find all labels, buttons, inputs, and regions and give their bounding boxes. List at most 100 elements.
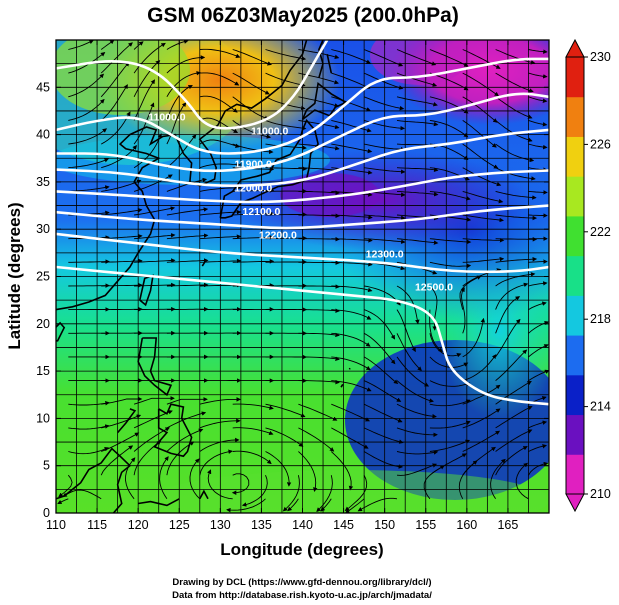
streamline xyxy=(101,282,143,288)
y-tick-label: 5 xyxy=(43,459,50,473)
streamline xyxy=(396,403,437,419)
streamline xyxy=(298,451,318,492)
streamline xyxy=(396,450,439,455)
streamline xyxy=(331,332,371,347)
y-axis-label: Latitude (degrees) xyxy=(5,202,24,349)
credit-data: Data from http://database.rish.kyoto-u.a… xyxy=(172,590,432,601)
streamline xyxy=(199,162,241,169)
streamline xyxy=(166,258,209,263)
streamline xyxy=(460,287,466,334)
streamline xyxy=(331,96,371,112)
streamline xyxy=(331,261,373,267)
streamline xyxy=(462,446,496,476)
streamline xyxy=(101,179,142,192)
streamline xyxy=(357,497,398,512)
colorbar-segment xyxy=(566,374,584,416)
streamline xyxy=(68,185,110,192)
x-tick-label: 140 xyxy=(292,518,313,532)
streamline xyxy=(232,120,272,139)
streamline xyxy=(495,190,537,200)
streamline xyxy=(528,96,548,103)
streamline xyxy=(528,281,548,287)
colorbar-segment xyxy=(566,414,584,455)
streamline xyxy=(364,167,406,174)
streamline xyxy=(490,458,506,500)
coastline-segment xyxy=(348,367,351,370)
contour-label: 12200.0 xyxy=(259,230,297,242)
streamline xyxy=(528,301,547,310)
x-tick-label: 120 xyxy=(128,518,149,532)
colorbar-tick-label: 214 xyxy=(590,400,611,414)
streamline xyxy=(232,96,270,120)
streamline xyxy=(199,72,240,86)
streamline xyxy=(133,396,175,405)
streamline xyxy=(528,213,548,218)
streamline xyxy=(68,98,105,121)
chart-title: GSM 06Z03May2025 (200.0hPa) xyxy=(147,4,459,27)
height-contour-line xyxy=(56,128,549,188)
streamline xyxy=(232,235,275,240)
streamline xyxy=(166,233,209,240)
coastline-segment xyxy=(56,447,132,513)
streamline xyxy=(396,49,437,66)
streamline xyxy=(320,498,332,512)
streamline xyxy=(495,282,529,310)
streamline xyxy=(133,102,155,145)
streamline xyxy=(331,380,372,392)
streamline xyxy=(429,238,472,245)
streamline xyxy=(199,209,242,216)
streamline xyxy=(515,462,529,500)
streamline xyxy=(68,52,106,74)
streamline xyxy=(528,49,548,54)
height-contour-line xyxy=(56,265,549,406)
contour-label: 12500.0 xyxy=(415,282,453,294)
contour-label: 11000.0 xyxy=(148,111,186,123)
colorbar-tick-label: 210 xyxy=(590,487,611,501)
streamline xyxy=(100,42,133,74)
streamline xyxy=(241,475,268,507)
coastline-segment xyxy=(153,403,193,458)
streamline xyxy=(232,72,270,95)
x-tick-label: 115 xyxy=(87,518,107,532)
streamline xyxy=(133,133,162,169)
streamline xyxy=(363,380,402,402)
streamline xyxy=(528,369,549,381)
streamline xyxy=(199,258,242,264)
streamline xyxy=(396,380,434,403)
streamline xyxy=(316,475,333,513)
x-tick-label: 150 xyxy=(374,518,395,532)
y-tick-label: 20 xyxy=(36,317,50,331)
streamline xyxy=(101,414,142,429)
x-tick-label: 155 xyxy=(415,518,436,532)
streamline xyxy=(265,49,307,61)
height-contour-line xyxy=(56,232,549,274)
colorbar-segment xyxy=(566,335,584,376)
streamline xyxy=(462,49,501,69)
streamline xyxy=(495,256,538,263)
streamline xyxy=(133,41,144,50)
y-tick-label: 0 xyxy=(43,506,50,520)
streamline xyxy=(396,463,438,476)
streamline xyxy=(344,475,368,512)
streamline xyxy=(363,96,405,111)
streamline xyxy=(133,174,173,192)
streamline xyxy=(101,432,140,452)
streamline xyxy=(528,72,548,79)
streamline xyxy=(134,282,176,288)
streamline xyxy=(298,379,340,385)
streamline xyxy=(133,410,173,429)
contour-label: 12300.0 xyxy=(366,249,404,261)
streamline xyxy=(68,447,110,455)
coastline-segment xyxy=(116,408,137,434)
coastline-segment xyxy=(56,321,66,342)
streamline xyxy=(232,450,272,465)
streamline xyxy=(495,429,533,452)
streamline xyxy=(199,95,238,113)
streamline xyxy=(396,427,438,438)
streamline xyxy=(495,237,538,242)
height-contour-line xyxy=(56,92,549,173)
streamline xyxy=(100,84,128,121)
streamline xyxy=(462,408,501,429)
contour-label: 12100.0 xyxy=(242,206,280,218)
